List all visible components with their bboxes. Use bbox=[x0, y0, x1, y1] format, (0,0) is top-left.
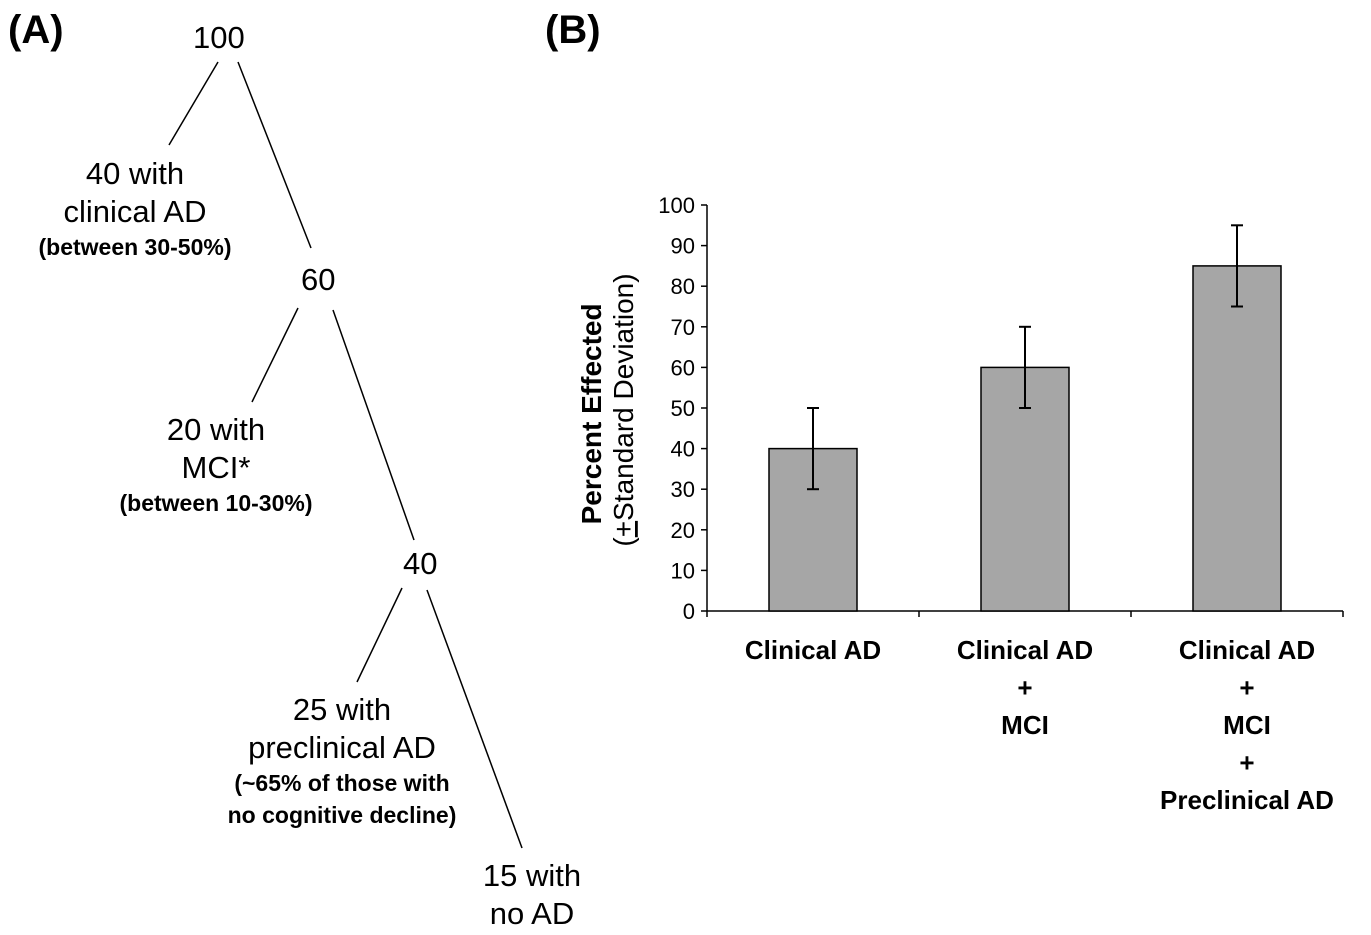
tree-node-mci: 20 with MCI* (between 10-30%) bbox=[86, 411, 346, 519]
node-text-line: 40 with bbox=[85, 156, 185, 191]
y-axis-label-line1: Percent Effected bbox=[576, 303, 607, 524]
category-label: + bbox=[1017, 673, 1032, 703]
y-tick-label: 10 bbox=[671, 558, 695, 583]
node-text-line: no AD bbox=[489, 896, 575, 931]
tree-line-root-60 bbox=[237, 61, 312, 249]
y-tick-label: 40 bbox=[671, 437, 695, 462]
y-tick-label: 60 bbox=[671, 355, 695, 380]
node-text-line: 15 with bbox=[482, 858, 582, 893]
tree-line-60-mci bbox=[251, 307, 299, 403]
tree-connector-lines bbox=[168, 61, 523, 849]
panel-b-label: (B) bbox=[545, 8, 601, 52]
y-axis-label-plusminus: + bbox=[608, 521, 639, 537]
tree-line-40-preclinical bbox=[356, 587, 403, 683]
tree-node-60: 60 bbox=[301, 262, 336, 297]
tree-line-root-clinical bbox=[168, 61, 219, 146]
node-text-line: 20 with bbox=[166, 412, 266, 447]
category-label: Clinical AD bbox=[745, 635, 881, 665]
tree-line-60-40 bbox=[332, 309, 415, 541]
y-tick-label: 80 bbox=[671, 274, 695, 299]
y-tick-label: 0 bbox=[683, 599, 695, 624]
y-tick-label: 70 bbox=[671, 315, 695, 340]
category-label: Clinical AD bbox=[1179, 635, 1315, 665]
panel-a-label: (A) bbox=[8, 8, 64, 52]
tree-node-preclinical-ad: 25 with preclinical AD (~65% of those wi… bbox=[192, 691, 492, 831]
category-label: Preclinical AD bbox=[1160, 785, 1334, 815]
node-text-line: MCI* bbox=[181, 450, 251, 485]
y-tick-label: 30 bbox=[671, 477, 695, 502]
tree-node-clinical-ad: 40 with clinical AD (between 30-50%) bbox=[4, 155, 266, 263]
node-text-line: 25 with bbox=[292, 692, 392, 727]
category-label: + bbox=[1239, 673, 1254, 703]
tree-node-root: 100 bbox=[193, 20, 245, 55]
category-label: + bbox=[1239, 748, 1254, 778]
category-label: MCI bbox=[1001, 710, 1049, 740]
y-tick-label: 90 bbox=[671, 234, 695, 259]
tree-node-no-ad: 15 with no AD bbox=[452, 857, 612, 933]
category-label: MCI bbox=[1223, 710, 1271, 740]
y-axis-label-prefix: ( bbox=[608, 537, 639, 547]
category-label: Clinical AD bbox=[957, 635, 1093, 665]
node-note: (between 10-30%) bbox=[119, 490, 313, 516]
y-axis-label: Percent Effected (+Standard Deviation) bbox=[576, 273, 639, 546]
tree-node-40: 40 bbox=[403, 546, 438, 581]
node-note: (between 30-50%) bbox=[38, 234, 232, 260]
bar bbox=[1192, 265, 1282, 612]
y-tick-label: 100 bbox=[658, 193, 695, 218]
y-tick-label: 50 bbox=[671, 396, 695, 421]
node-note: no cognitive decline) bbox=[227, 802, 457, 828]
tree-line-40-noad bbox=[426, 589, 523, 849]
y-axis-label-line2: (+Standard Deviation) bbox=[608, 273, 639, 546]
y-tick-label: 20 bbox=[671, 518, 695, 543]
node-text-line: clinical AD bbox=[63, 194, 207, 229]
y-axis-label-rest: Standard Deviation) bbox=[608, 273, 639, 520]
node-text-line: preclinical AD bbox=[248, 730, 436, 765]
node-note: (~65% of those with bbox=[234, 770, 450, 796]
